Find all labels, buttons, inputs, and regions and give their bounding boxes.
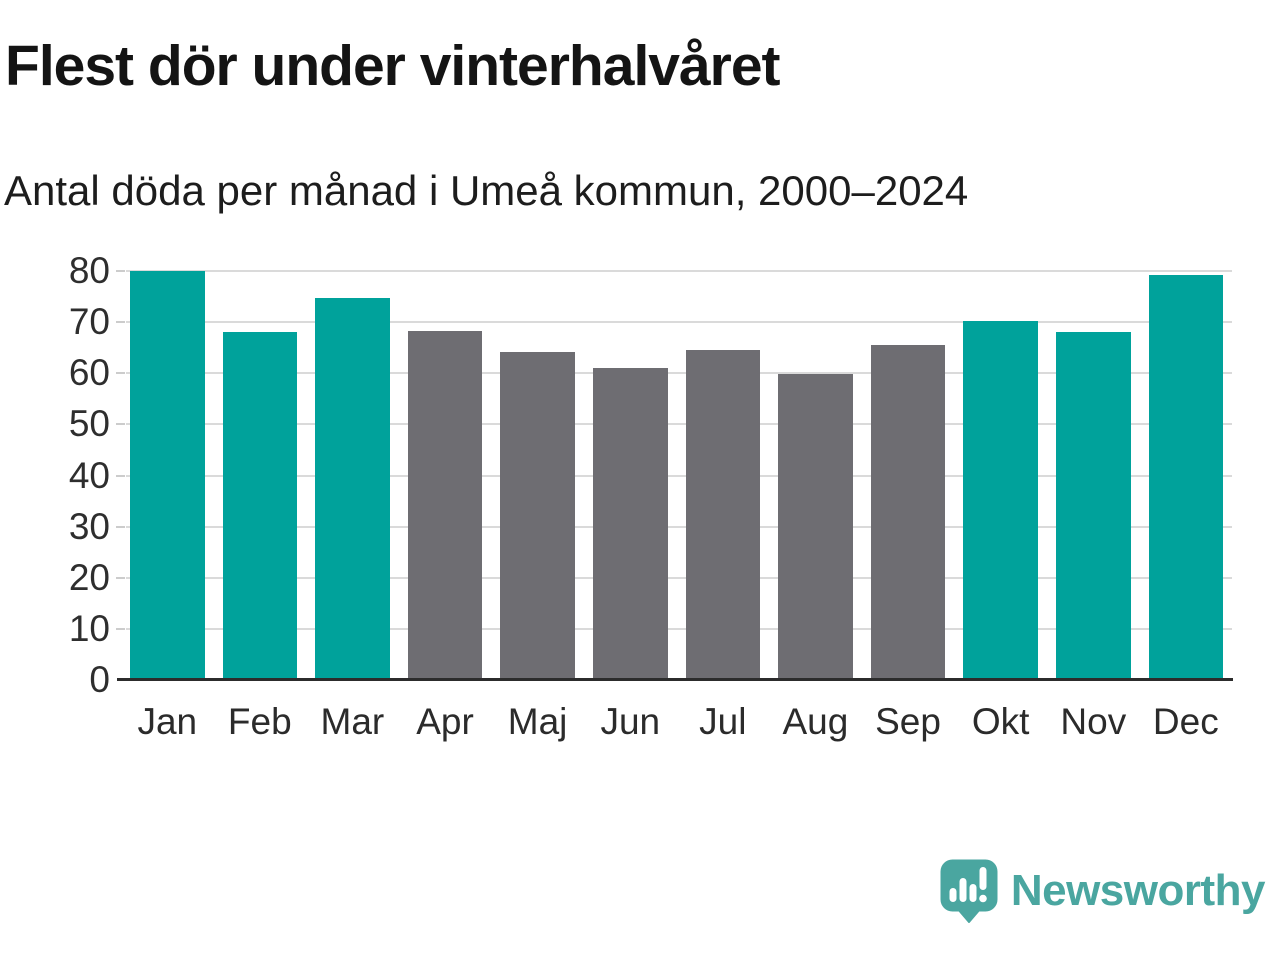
x-tick-label: Sep	[875, 701, 941, 742]
gridline-10	[126, 627, 1232, 630]
x-tick-label: Mar	[320, 701, 385, 742]
gridline-80	[126, 270, 1232, 272]
bar-feb	[222, 332, 298, 680]
newsworthy-logo: Newsworthy	[940, 859, 1266, 923]
gridline-30	[126, 525, 1232, 528]
y-tick-mark	[116, 372, 125, 375]
x-tick-label: Aug	[782, 701, 849, 742]
y-tick-label: 80	[68, 250, 110, 291]
y-tick-mark	[116, 423, 125, 426]
y-tick-label: 40	[68, 454, 110, 496]
y-tick-label: 60	[68, 352, 110, 394]
x-axis-labels: Jan Feb Mar Apr Maj Jun Jul Aug Sep Okt Nov Dec	[126, 700, 1232, 750]
y-tick-label: 70	[68, 301, 110, 343]
bar-jan	[130, 270, 205, 680]
bar-maj	[500, 352, 575, 680]
x-tick-label: Jun	[600, 701, 661, 742]
bar-nov	[1056, 331, 1131, 680]
gridline-70	[126, 321, 1232, 324]
bar-sep	[870, 344, 946, 680]
chart-title: Flest dör under vinterhalvåret	[5, 34, 781, 98]
bar-okt	[963, 320, 1038, 680]
y-tick-mark	[116, 525, 125, 528]
x-axis-line	[117, 678, 1233, 681]
y-tick-mark	[116, 270, 125, 272]
y-tick-label: 30	[68, 505, 110, 547]
gridline-20	[126, 576, 1232, 579]
x-tick-label: Jul	[699, 701, 747, 742]
gridline-60	[126, 372, 1232, 375]
bar-dec	[1148, 275, 1224, 680]
bar-mar	[315, 298, 390, 680]
gridline-40	[126, 474, 1232, 477]
y-tick-label: 50	[68, 403, 110, 445]
bar-jul	[685, 350, 761, 680]
x-tick-label: Maj	[507, 701, 568, 742]
bar-chart: 0 10 20 30 40 50 60 70 80 Jan Feb Mar Apr Maj Jun Jul A…	[20, 252, 1233, 750]
y-tick-label: 0	[89, 659, 110, 700]
y-tick-mark	[116, 321, 125, 324]
y-tick-mark	[116, 576, 125, 579]
speech-bubble-bar-chart-icon	[940, 859, 998, 923]
y-tick-mark	[116, 474, 125, 477]
x-tick-label: Nov	[1060, 701, 1127, 742]
plot-area	[116, 270, 1232, 680]
x-tick-label: Apr	[416, 701, 474, 742]
chart-subtitle: Antal döda per månad i Umeå kommun, 2000…	[4, 167, 969, 214]
y-tick-label: 20	[68, 556, 110, 598]
x-tick-label: Okt	[971, 701, 1030, 742]
x-tick-label: Feb	[227, 701, 292, 742]
brand-name: Newsworthy	[1010, 866, 1266, 915]
y-tick-mark	[116, 627, 125, 630]
y-tick-label: 10	[68, 607, 110, 649]
bar-aug	[778, 373, 853, 680]
x-tick-label: Dec	[1152, 701, 1219, 742]
gridline-50	[126, 423, 1232, 426]
bar-jun	[593, 367, 668, 680]
x-tick-label: Jan	[137, 701, 198, 742]
y-axis-labels: 0 10 20 30 40 50 60 70 80	[20, 252, 110, 699]
bar-apr	[407, 330, 483, 680]
